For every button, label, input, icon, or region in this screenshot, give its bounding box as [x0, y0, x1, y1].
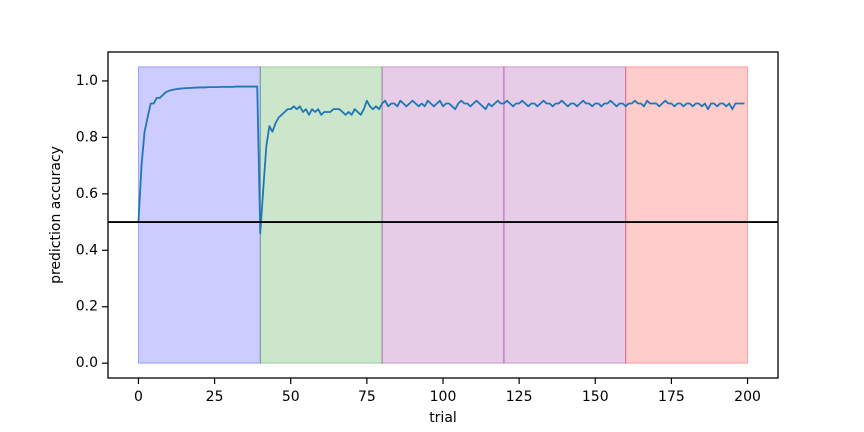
y-axis-label: prediction accuracy — [48, 146, 64, 284]
x-tick-label: 75 — [358, 389, 376, 405]
x-tick-label: 125 — [506, 389, 533, 405]
x-tick-label: 50 — [282, 389, 300, 405]
span — [503, 66, 627, 364]
x-tick-label: 0 — [134, 389, 143, 405]
span — [259, 66, 383, 364]
data-line — [137, 85, 745, 235]
x-tick-label: 100 — [430, 389, 457, 405]
span — [137, 66, 261, 364]
x-tick-label: 175 — [658, 389, 685, 405]
x-axis-label: trial — [429, 410, 457, 426]
y-tick-label: 0.0 — [76, 355, 98, 371]
y-tick-label: 1.0 — [76, 73, 98, 89]
span — [381, 66, 505, 364]
x-tick-label: 200 — [734, 389, 761, 405]
x-tick-label: 25 — [206, 389, 224, 405]
y-tick-label: 0.4 — [76, 242, 98, 258]
span — [625, 66, 749, 364]
y-tick-label: 0.8 — [76, 129, 98, 145]
x-tick-label: 150 — [582, 389, 609, 405]
y-tick-label: 0.2 — [76, 299, 98, 315]
y-tick-label: 0.6 — [76, 186, 98, 202]
